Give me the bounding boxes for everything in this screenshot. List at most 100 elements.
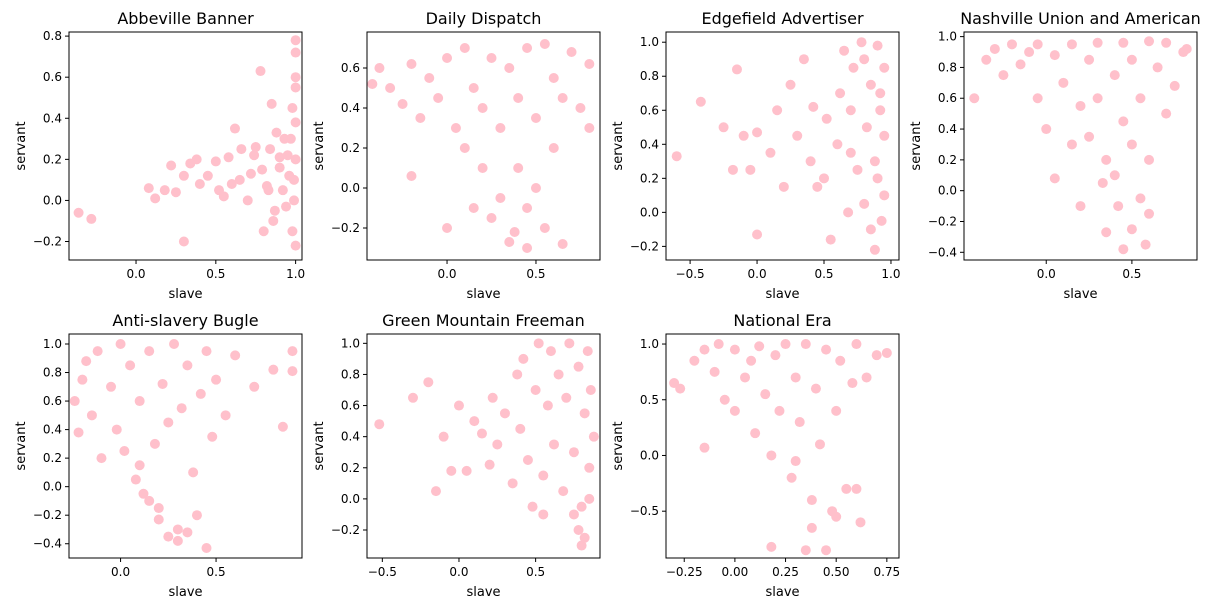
data-point: [539, 39, 550, 49]
data-point: [839, 45, 850, 56]
data-point: [77, 374, 88, 385]
chart-title: Nashville Union and American: [960, 9, 1201, 28]
data-point: [424, 73, 435, 83]
data-point: [144, 346, 155, 357]
data-point: [573, 361, 584, 372]
data-point: [242, 195, 253, 206]
data-point: [765, 147, 776, 158]
data-point: [182, 360, 193, 371]
data-point: [277, 421, 288, 432]
y-tick-label: 0.8: [341, 367, 360, 381]
y-tick-label: 0.6: [43, 394, 62, 408]
data-point: [486, 213, 497, 223]
data-point: [729, 344, 740, 355]
data-point: [274, 152, 285, 163]
x-tick-label: 0.0: [111, 565, 130, 579]
data-point: [881, 347, 892, 358]
data-point: [780, 339, 791, 350]
data-point: [745, 164, 756, 175]
data-point: [290, 35, 301, 46]
data-point: [504, 63, 515, 73]
x-tick-label: 0.0: [437, 267, 456, 281]
data-point: [1049, 173, 1060, 184]
data-point: [290, 47, 301, 58]
y-tick-label: 0.2: [640, 171, 659, 185]
data-point: [195, 388, 206, 399]
y-axis-label: servant: [909, 121, 924, 170]
data-point: [522, 203, 533, 213]
y-tick-label: 1.0: [938, 30, 957, 44]
data-point: [374, 63, 385, 73]
data-point: [249, 150, 260, 161]
data-point: [150, 193, 161, 204]
y-axis-label: servant: [611, 421, 626, 470]
y-axis-label: servant: [14, 121, 29, 170]
y-tick-label: −0.2: [331, 221, 360, 235]
scatter-points: [69, 338, 298, 554]
data-point: [442, 53, 453, 63]
data-point: [111, 424, 122, 435]
data-point: [86, 410, 97, 421]
scatter-points: [669, 339, 892, 556]
data-point: [727, 164, 738, 175]
data-point: [729, 405, 740, 416]
data-point: [86, 213, 97, 224]
data-point: [182, 527, 193, 538]
x-axis-label: slave: [1063, 287, 1097, 302]
data-point: [81, 356, 92, 367]
y-tick-label: 0.4: [938, 122, 957, 136]
x-axis-label: slave: [466, 287, 500, 302]
data-point: [367, 79, 378, 89]
data-point: [1066, 39, 1077, 50]
data-point: [201, 346, 212, 357]
data-point: [507, 478, 518, 489]
data-point: [202, 170, 213, 181]
data-point: [495, 123, 506, 133]
chart-title: Abbeville Banner: [117, 9, 254, 28]
data-point: [1118, 244, 1129, 255]
x-axis-label: slave: [168, 585, 202, 600]
data-point: [1144, 36, 1155, 47]
y-tick-label: 0.6: [341, 61, 360, 75]
scatter-points: [969, 36, 1192, 255]
data-point: [1140, 239, 1151, 250]
data-point: [397, 99, 408, 109]
axes-frame: [366, 333, 601, 559]
y-axis-label: servant: [611, 121, 626, 170]
data-point: [461, 465, 472, 476]
data-point: [477, 163, 488, 173]
data-point: [469, 416, 480, 427]
data-point: [1066, 139, 1077, 150]
y-tick-label: −0.4: [33, 537, 62, 551]
data-point: [1032, 39, 1043, 50]
data-point: [522, 455, 533, 465]
data-point: [1109, 70, 1120, 81]
data-point: [513, 163, 524, 173]
data-point: [538, 470, 549, 481]
y-tick-label: 0.0: [341, 492, 360, 506]
data-point: [130, 474, 141, 485]
data-point: [530, 113, 541, 123]
data-point: [450, 123, 461, 133]
data-point: [548, 143, 559, 153]
data-point: [766, 541, 777, 552]
subplot-3: −0.5 0.0 0.5 1.0 −0.2 0.0 0.2 0.4 0.6 0.8 1.0 Edgef…: [611, 9, 901, 302]
data-point: [287, 366, 298, 377]
y-tick-label: 0.0: [43, 193, 62, 207]
data-point: [269, 205, 280, 216]
x-tick-label: 0.5: [526, 565, 545, 579]
y-tick-label: 0.2: [43, 152, 62, 166]
subplot-7: −0.25 0.00 0.25 0.50 0.75 −0.5 0.0 0.5 1.0 Nation…: [611, 311, 900, 600]
chart-title: Edgefield Advertiser: [701, 9, 863, 28]
data-point: [487, 392, 498, 403]
data-point: [423, 377, 434, 388]
data-point: [859, 198, 870, 209]
data-point: [879, 190, 890, 201]
data-point: [879, 62, 890, 73]
data-point: [69, 396, 80, 407]
chart-title: Daily Dispatch: [426, 9, 542, 28]
data-point: [1024, 47, 1035, 58]
data-point: [157, 378, 168, 389]
data-point: [872, 40, 883, 51]
